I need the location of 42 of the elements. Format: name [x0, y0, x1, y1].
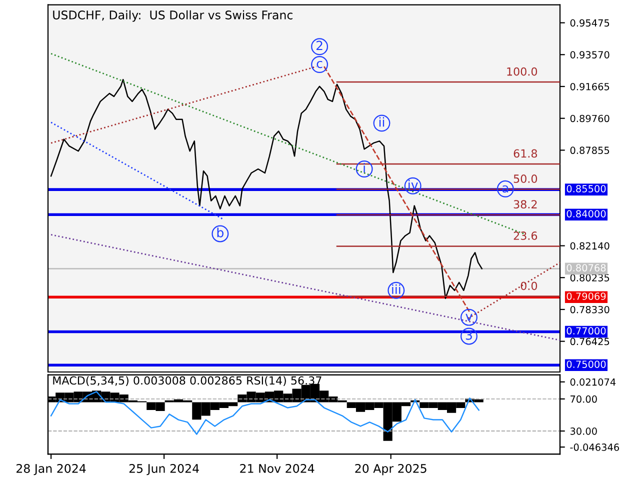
y-tick-label: 0.87855: [570, 146, 610, 154]
annotation: 2: [316, 40, 322, 50]
annotation: v: [466, 314, 472, 321]
series-label: 100.0: [507, 67, 538, 76]
x-tick-label: 25 Jun 2024: [129, 464, 199, 476]
ref-line-label: 0.80768: [566, 264, 606, 272]
annotation: 3: [466, 330, 472, 340]
x-tick-label: 28 Jan 2024: [16, 464, 86, 476]
y-tick-label: 0.82140: [570, 242, 610, 250]
chart-title: MACD(5,34,5) 0.003008 0.002865 RSI(14) 56.37: [53, 376, 322, 386]
line-series: [50, 391, 480, 435]
y2-tick-label: -0.046346: [570, 444, 620, 451]
y-tick-label: 0.76425: [570, 338, 610, 346]
series-label: 50.0: [514, 174, 538, 183]
series-label: 61.8: [514, 149, 538, 158]
ref-line-label: 0.85500: [566, 185, 606, 192]
annotation: iii: [392, 284, 400, 294]
annotation: b: [217, 228, 224, 238]
annotation: c: [316, 60, 322, 68]
ref-line-label: 0.77000: [566, 327, 606, 335]
line-series: [50, 78, 482, 300]
series-label: 38.2: [514, 200, 537, 208]
ref-line-label: 0.79069: [566, 292, 606, 300]
series-label: 23.6: [514, 232, 538, 240]
ref-line-label: 0.75000: [566, 360, 606, 368]
annotation: i: [364, 162, 365, 172]
y2-tick-label: 0.021074: [570, 378, 616, 386]
y-tick-label: 0.91665: [570, 82, 610, 90]
y-tick-label: 0.89760: [570, 114, 610, 122]
y-tick-label: 70.00: [570, 395, 597, 403]
annotation: ii: [379, 117, 384, 127]
annotation: a: [502, 185, 508, 193]
y-tick-label: 0.93570: [570, 51, 610, 58]
series-label: 0.0: [520, 282, 538, 290]
x-tick-label: 20 Apr 2025: [355, 464, 426, 476]
y-tick-label: 30.00: [570, 428, 597, 435]
y-tick-label: 0.95475: [570, 19, 610, 27]
chart-title: USDCHF, Daily: US Dollar vs Swiss Franc: [53, 10, 292, 22]
x-tick-label: 21 Nov 2024: [240, 464, 314, 473]
y-tick-label: 0.78330: [570, 306, 610, 314]
annotation: iv: [408, 180, 418, 190]
ref-line-label: 0.84000: [566, 210, 606, 218]
